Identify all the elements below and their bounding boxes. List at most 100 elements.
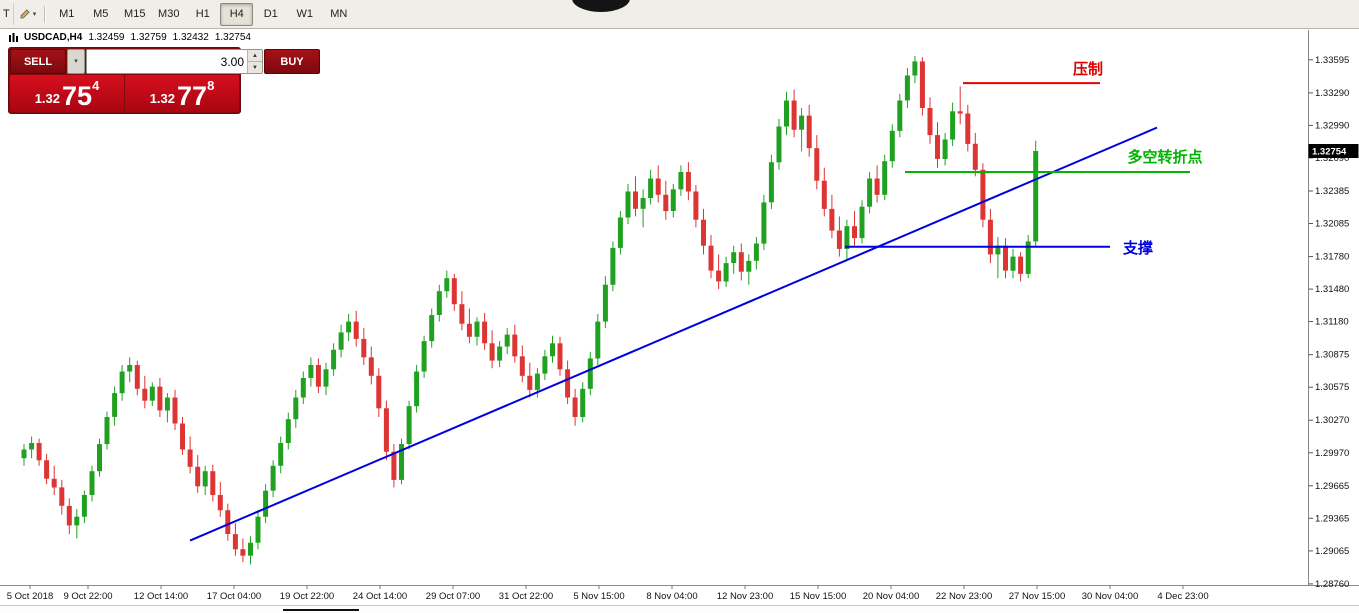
time-axis-label: 5 Oct 2018 [7, 591, 53, 602]
time-axis-label: 31 Oct 22:00 [499, 591, 553, 602]
price-axis-label: 1.33595 [1315, 55, 1349, 66]
candle [610, 247, 616, 285]
candle [248, 542, 253, 556]
timeframe-w1-button[interactable]: W1 [296, 8, 314, 20]
candle [414, 371, 420, 407]
candle [89, 471, 95, 495]
open-value: 1.32459 [88, 32, 125, 43]
price-axis-label: 1.31180 [1315, 317, 1349, 328]
timeframe-d1-button[interactable]: D1 [263, 8, 278, 20]
candle [368, 357, 374, 376]
volume-increase-button[interactable]: ▲ [248, 50, 262, 62]
templates-button[interactable]: T [0, 3, 14, 25]
buy-price-display[interactable]: 1.32 77 8 [125, 75, 239, 112]
candle [738, 252, 744, 272]
horizontal-scrollbar-thumb[interactable] [283, 609, 359, 611]
time-axis-label: 30 Nov 04:00 [1082, 591, 1139, 602]
candle [897, 100, 903, 131]
one-click-trading-panel: SELL ▾ ▲ ▼ BUY 1.32 75 4 1.32 77 [8, 47, 320, 114]
candle [187, 449, 193, 467]
candle [935, 135, 940, 159]
candle [1018, 256, 1024, 274]
sell-button[interactable]: SELL [10, 49, 66, 74]
candle [489, 343, 495, 361]
candle [263, 490, 269, 517]
chart-annotation[interactable]: 多空转折点 [1127, 148, 1202, 166]
candle [376, 375, 382, 409]
candle [640, 198, 646, 209]
candle [814, 148, 820, 181]
candle [753, 243, 759, 261]
timeframe-mn-button[interactable]: MN [330, 8, 348, 20]
candle [731, 252, 737, 263]
volume-input[interactable] [87, 50, 247, 73]
candle [708, 245, 714, 271]
candle [912, 61, 918, 76]
candle [104, 417, 110, 445]
volume-dropdown-button[interactable]: ▾ [67, 49, 85, 74]
volume-decrease-button[interactable]: ▼ [248, 62, 262, 73]
volume-field: ▲ ▼ [86, 49, 263, 74]
candle [232, 534, 238, 550]
low-value: 1.32432 [172, 32, 209, 43]
candle [1010, 256, 1016, 271]
sell-price-display[interactable]: 1.32 75 4 [10, 75, 124, 112]
buy-button[interactable]: BUY [264, 49, 320, 74]
candle [142, 388, 148, 401]
close-value: 1.32754 [214, 32, 251, 43]
time-axis-label: 5 Nov 15:00 [573, 591, 624, 602]
templates-button-label: T [3, 8, 10, 20]
timeframe-h4-button[interactable]: H4 [220, 2, 254, 26]
timeframe-m1-button[interactable]: M1 [59, 8, 75, 20]
price-axis-label: 1.29065 [1315, 546, 1349, 557]
candle [678, 172, 684, 190]
buy-price-base: 1.32 [149, 91, 176, 106]
candle [255, 516, 261, 543]
candle [164, 397, 170, 411]
pencil-icon [20, 9, 30, 19]
candle [51, 478, 57, 488]
drawing-tool-button[interactable]: ▾ [15, 3, 41, 25]
buy-price-point: 8 [207, 78, 215, 93]
candle [655, 178, 661, 195]
candle [134, 365, 140, 389]
candle [874, 178, 880, 195]
candle [285, 419, 291, 443]
price-axis-label: 1.30875 [1315, 350, 1349, 361]
candle [474, 321, 480, 337]
candle [995, 245, 1001, 255]
candle [519, 356, 525, 376]
timeframe-m15-button[interactable]: M15 [124, 8, 146, 20]
candle [504, 334, 510, 347]
candle [346, 321, 352, 333]
candle [119, 371, 125, 394]
candle [172, 397, 178, 424]
candle [127, 365, 133, 372]
ascending-trendline[interactable] [189, 126, 1158, 542]
price-axis-label: 1.28760 [1315, 579, 1349, 590]
candle [451, 278, 457, 305]
candle [527, 375, 533, 390]
candle [791, 100, 797, 130]
candle [904, 75, 910, 101]
chart-annotation[interactable]: 支撑 [1122, 239, 1153, 257]
volume-spinner: ▲ ▼ [247, 50, 262, 73]
high-value: 1.32759 [130, 32, 167, 43]
chart-annotation[interactable]: 压制 [1073, 60, 1103, 78]
price-axis-label: 1.30270 [1315, 415, 1349, 426]
candle [323, 369, 329, 387]
price-axis-label: 1.31780 [1315, 252, 1349, 263]
logo-watermark [572, 0, 630, 12]
timeframe-h1-button[interactable]: H1 [195, 8, 210, 20]
candle [21, 449, 27, 459]
candle [225, 510, 231, 534]
candle [806, 115, 812, 149]
timeframe-m5-button[interactable]: M5 [93, 8, 109, 20]
timeframe-m30-button[interactable]: M30 [158, 8, 180, 20]
time-axis-label: 24 Oct 14:00 [353, 591, 407, 602]
candle [59, 487, 65, 506]
candle [1003, 245, 1008, 271]
candle [617, 217, 623, 248]
